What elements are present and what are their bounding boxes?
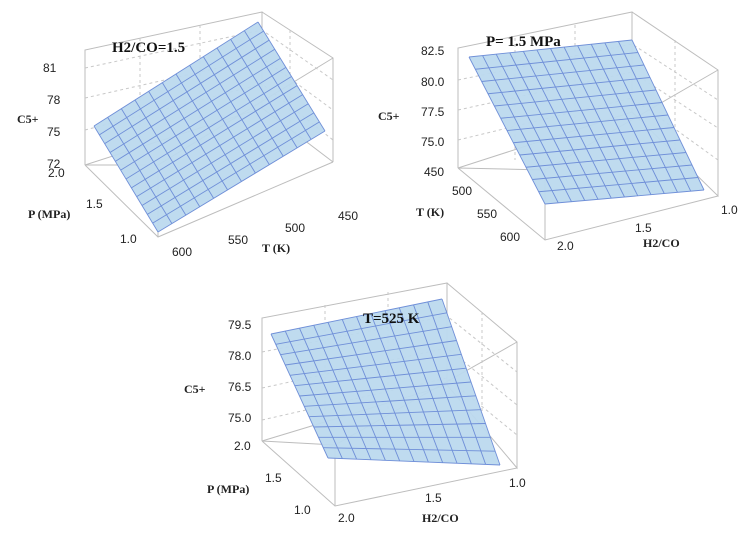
panel-2-y-label: T (K)	[416, 205, 444, 219]
panel-2-z-label: C5+	[378, 109, 400, 123]
panel-2-y-tick: 500	[452, 184, 472, 198]
panel-1-x-tick: 550	[228, 233, 248, 247]
panel-1-x-tick: 500	[285, 221, 305, 235]
panel-1-y-label: P (MPa)	[28, 207, 70, 221]
panel-1-z-tick: 75	[47, 125, 61, 139]
surface-mesh-line	[631, 39, 705, 191]
panel-1-y-tick: 2.0	[48, 166, 65, 180]
panel-2-z-tick: 77.5	[421, 105, 445, 119]
surface-mesh-line	[532, 164, 693, 180]
panel-3-z-tick: 75.0	[228, 411, 252, 425]
panel-3-y-label: P (MPa)	[207, 482, 249, 496]
panel-1-x-tick: 450	[338, 209, 358, 223]
surface-mesh-line	[618, 41, 692, 192]
panel-3-x-tick: 1.5	[425, 491, 442, 505]
panel-3-x-label: H2/CO	[422, 511, 459, 525]
panel-3-y-tick: 2.0	[234, 439, 251, 453]
panel-2-surface	[469, 40, 704, 204]
chart-panel-2: P= 1.5 MPa C5+ 82.5 80.0 77.5 75.0 T (K)…	[378, 11, 738, 253]
panel-2-x-tick: 2.0	[557, 239, 574, 253]
surface-mesh-line	[323, 447, 496, 452]
panel-1-z-tick: 78	[47, 93, 61, 107]
panel-2-y-tick: 550	[477, 207, 497, 221]
surface-mesh-line	[327, 457, 501, 466]
panel-1-x-tick: 600	[172, 245, 192, 259]
panel-2-surface-mesh	[468, 39, 705, 205]
surface-mesh-line	[257, 21, 326, 132]
panel-2-title: P= 1.5 MPa	[486, 34, 561, 50]
panel-2-x-label: H2/CO	[643, 236, 680, 250]
panel-2-z-tick: 80.0	[421, 75, 445, 89]
panel-3-surface	[271, 299, 500, 465]
panel-3-surface-mesh	[270, 298, 501, 466]
panel-1-z-tick: 81	[43, 61, 57, 75]
panel-1-y-tick: 1.5	[86, 197, 103, 211]
surface-mesh-line	[538, 177, 699, 193]
surface-mesh-line	[147, 112, 315, 215]
panel-3-z-tick: 79.5	[228, 318, 252, 332]
panel-2-z-tick: 82.5	[421, 44, 445, 58]
panel-3-z-label: C5+	[184, 382, 206, 396]
panel-3-x-tick: 1.0	[509, 476, 526, 490]
panel-2-y-tick: 600	[500, 230, 520, 244]
panel-1-z-label: C5+	[17, 112, 39, 126]
surface-mesh-line	[544, 189, 705, 205]
panel-3-y-tick: 1.0	[294, 503, 311, 517]
panel-3-y-tick: 1.5	[265, 471, 282, 485]
panel-2-z-tick: 75.0	[421, 135, 445, 149]
surface-mesh-line	[152, 121, 320, 224]
panel-1-title: H2/CO=1.5	[112, 40, 185, 56]
panel-2-y-tick: 450	[424, 165, 444, 179]
surface-mesh-line	[427, 301, 487, 465]
surface-mesh-line	[157, 130, 326, 233]
panel-1-x-label: T (K)	[262, 241, 290, 255]
panel-3-title: T=525 K	[363, 311, 420, 327]
panel-2-x-tick: 1.0	[721, 203, 738, 217]
surface-mesh-line	[441, 298, 501, 466]
surface-mesh-line	[243, 30, 312, 140]
panel-3-z-tick: 76.5	[228, 380, 252, 394]
panel-1-surface-mesh	[93, 21, 326, 233]
chart-panel-3: T=525 K C5+ 79.5 78.0 76.5 75.0 P (MPa) …	[184, 282, 526, 525]
panel-1-z-tick: 72	[47, 157, 61, 171]
panel-3-z-tick: 78.0	[228, 349, 252, 363]
panel-1-y-tick: 1.0	[120, 232, 137, 246]
panel-2-x-tick: 1.5	[635, 221, 652, 235]
chart-panel-1: H2/CO=1.5 C5+ 81 78 75 72 P (MPa) 2.0 1.…	[17, 11, 358, 259]
panel-3-x-tick: 2.0	[338, 511, 355, 525]
